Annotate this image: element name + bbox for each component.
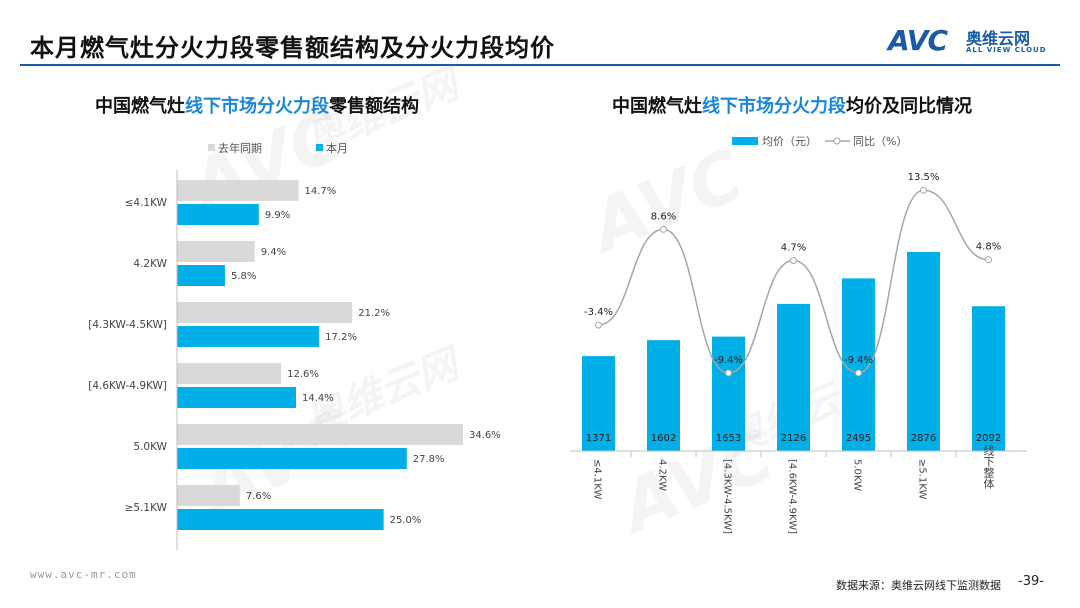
data-label-price: 2495	[846, 433, 871, 444]
logo-en-text: ALL VIEW CLOUD	[966, 46, 1047, 54]
bar-current	[177, 326, 320, 347]
title-divider	[20, 64, 1060, 66]
yoy-point	[920, 186, 927, 194]
bar-last-year	[177, 424, 463, 445]
data-label-last-year: 9.4%	[261, 247, 286, 258]
legend-label-current: 本月	[326, 141, 348, 155]
category-label: [4.6KW-4.9KW]	[787, 459, 798, 534]
legend-marker-yoy	[833, 137, 841, 145]
data-label-yoy: 4.7%	[781, 242, 806, 253]
data-label-price: 1371	[586, 433, 611, 444]
left-title-pre: 中国燃气灶	[95, 96, 185, 117]
bar-current	[177, 509, 384, 530]
legend-swatch-last-year	[208, 144, 215, 151]
bar-avg-price	[647, 340, 680, 451]
category-label: ≥5.1KW	[125, 502, 168, 514]
page-number: -39-	[1018, 574, 1044, 589]
data-label-price: 2092	[976, 433, 1001, 444]
footer-source: 数据来源：奥维云网线下监测数据	[836, 579, 1001, 592]
bar-last-year	[177, 302, 353, 323]
yoy-point	[855, 369, 862, 377]
data-label-price: 1602	[651, 433, 676, 444]
bar-last-year	[177, 180, 299, 201]
legend-label-yoy: 同比（%）	[853, 135, 907, 148]
yoy-point	[660, 225, 667, 233]
logo-mark: AVC	[888, 24, 948, 57]
data-label-price: 2126	[781, 433, 806, 444]
data-label-yoy: 13.5%	[908, 172, 940, 183]
bar-avg-price	[712, 336, 745, 451]
data-label-current: 25.0%	[390, 515, 422, 526]
bar-last-year	[177, 241, 255, 262]
bar-current	[177, 204, 259, 225]
data-label-last-year: 7.6%	[246, 491, 271, 502]
bar-current	[177, 448, 407, 469]
left-title-post: 零售额结构	[329, 96, 419, 117]
yoy-point	[595, 321, 602, 329]
footer-url: www.avc-mr.com	[30, 568, 137, 581]
left-title-highlight: 线下市场分火力段	[185, 96, 329, 117]
right-title-pre: 中国燃气灶	[612, 96, 702, 117]
bar-last-year	[177, 485, 240, 506]
data-label-last-year: 34.6%	[469, 430, 501, 441]
data-label-current: 17.2%	[325, 332, 357, 343]
bar-avg-price	[907, 252, 940, 451]
data-label-last-year: 21.2%	[358, 308, 390, 319]
bar-current	[177, 387, 297, 408]
category-label: 4.2KW	[133, 258, 167, 270]
data-label-yoy: 4.8%	[976, 242, 1001, 253]
category-label: ≤4.1KW	[125, 197, 168, 209]
data-label-current: 14.4%	[302, 393, 334, 404]
bar-last-year	[177, 363, 282, 384]
yoy-point	[790, 256, 797, 264]
right-combo-chart: 均价（元） 同比（%） 1371 ≤4.1KW 1602 4.2KW 1653 [4.3KW-…	[570, 135, 1027, 534]
data-label-yoy: -3.4%	[584, 307, 613, 318]
left-bar-chart: 去年同期 本月 14.7% 9.9% ≤4.1KW 9.4% 5.8% 4.2KW 21.2% 1…	[88, 141, 501, 550]
bar-current	[177, 265, 225, 286]
page-title: 本月燃气灶分火力段零售额结构及分火力段均价	[30, 34, 555, 62]
category-label: 5.0KW	[852, 459, 863, 491]
data-label-yoy: 8.6%	[651, 211, 676, 222]
bar-avg-price	[777, 303, 810, 451]
category-label: 4.2KW	[657, 459, 668, 491]
yoy-point	[985, 256, 992, 264]
data-label-last-year: 12.6%	[287, 369, 319, 380]
left-chart-title: 中国燃气灶线下市场分火力段零售额结构	[95, 92, 419, 118]
data-label-current: 5.8%	[231, 271, 256, 282]
data-label-last-year: 14.7%	[305, 186, 337, 197]
right-title-highlight: 线下市场分火力段	[702, 96, 846, 117]
data-label-current: 9.9%	[265, 210, 290, 221]
bar-avg-price	[972, 306, 1005, 451]
category-label: 线下整体	[982, 444, 995, 489]
left-legend: 去年同期 本月	[208, 141, 348, 155]
category-label: [4.6KW-4.9KW]	[88, 380, 167, 392]
yoy-point	[725, 369, 732, 377]
data-label-yoy: -9.4%	[714, 355, 743, 366]
legend-label-price: 均价（元）	[762, 135, 817, 148]
category-label: ≥5.1KW	[917, 459, 928, 499]
right-legend: 均价（元） 同比（%）	[732, 135, 907, 148]
data-label-price: 1653	[716, 433, 741, 444]
legend-swatch-current	[316, 144, 323, 151]
category-label: [4.3KW-4.5KW]	[88, 319, 167, 331]
right-chart-title: 中国燃气灶线下市场分火力段均价及同比情况	[612, 92, 972, 118]
data-label-price: 2876	[911, 433, 936, 444]
category-label: ≤4.1KW	[592, 459, 603, 499]
legend-swatch-price	[732, 137, 758, 145]
right-title-post: 均价及同比情况	[846, 96, 972, 117]
data-label-current: 27.8%	[413, 454, 445, 465]
category-label: [4.3KW-4.5KW]	[722, 459, 733, 534]
legend-label-last-year: 去年同期	[218, 141, 262, 155]
data-label-yoy: -9.4%	[844, 355, 873, 366]
category-label: 5.0KW	[133, 441, 167, 453]
avc-logo: AVC 奥维云网 ALL VIEW CLOUD	[888, 22, 1058, 62]
logo-cn-text: 奥维云网	[966, 29, 1031, 48]
bar-avg-price	[582, 356, 615, 451]
